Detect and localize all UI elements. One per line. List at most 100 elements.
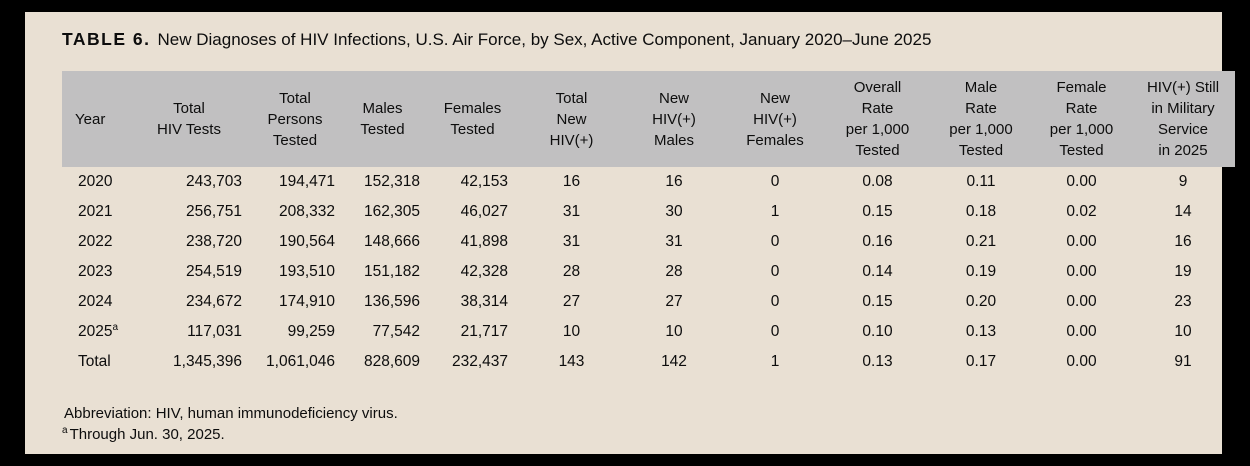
year-cell: 2022 [78,233,113,250]
males-tested-cell: 828,609 [363,353,420,370]
female-rate-cell: 0.00 [1066,173,1097,190]
new-hiv-males-cell: 27 [665,293,683,310]
year-cell: Total [78,353,111,370]
overall-rate-cell: 0.08 [862,173,893,190]
table-row-2025: 2025a 117,031 99,259 77,542 21,717 10 10… [62,317,1235,347]
table-row-2023: 2023 254,519 193,510 151,182 42,328 28 2… [62,257,1235,287]
male-rate-cell: 0.20 [965,293,997,310]
total-persons-tested-cell: 99,259 [287,323,335,340]
new-hiv-males-cell: 16 [665,173,683,190]
female-rate-cell: 0.00 [1066,263,1097,280]
column-header-new-hiv-males: New HIV(+) Males [623,71,725,167]
total-persons-tested-cell: 208,332 [278,203,335,220]
still-in-service-cell: 23 [1174,293,1192,310]
column-header-overall-rate: Overall Rate per 1,000 Tested [825,71,930,167]
overall-rate-cell: 0.13 [862,353,893,370]
table-row-2020: 2020 243,703 194,471 152,318 42,153 16 1… [62,167,1235,197]
total-new-hiv-cell: 143 [558,353,585,370]
males-tested-cell: 77,542 [372,323,420,340]
total-persons-tested-cell: 194,471 [278,173,335,190]
still-in-service-cell: 9 [1178,173,1188,190]
females-tested-cell: 21,717 [460,323,508,340]
hiv-diagnoses-table: Year Total HIV Tests Total Persons Teste… [62,71,1235,377]
footnotes: Abbreviation: HIV, human immunodeficienc… [62,403,398,445]
total-new-hiv-cell: 31 [562,203,581,220]
year-superscript: a [112,321,119,333]
males-tested-cell: 148,666 [363,233,420,250]
females-tested-cell: 46,027 [460,203,508,220]
total-new-hiv-cell: 10 [562,323,581,340]
total-persons-tested-cell: 193,510 [278,263,335,280]
female-rate-cell: 0.00 [1066,293,1097,310]
new-hiv-males-cell: 31 [665,233,683,250]
male-rate-cell: 0.19 [965,263,997,280]
total-hiv-tests-cell: 254,519 [185,263,242,280]
total-hiv-tests-cell: 117,031 [187,323,242,340]
males-tested-cell: 162,305 [363,203,420,220]
total-persons-tested-cell: 1,061,046 [266,353,335,370]
column-header-males-tested: Males Tested [340,71,425,167]
total-hiv-tests-cell: 238,720 [185,233,242,250]
table-row-2022: 2022 238,720 190,564 148,666 41,898 31 3… [62,227,1235,257]
table-header-row: Year Total HIV Tests Total Persons Teste… [62,71,1235,167]
column-header-total-persons-tested: Total Persons Tested [250,71,340,167]
female-rate-cell: 0.02 [1066,203,1097,220]
female-rate-cell: 0.00 [1066,353,1097,370]
column-header-new-hiv-females: New HIV(+) Females [725,71,825,167]
females-tested-cell: 38,314 [460,293,508,310]
male-rate-cell: 0.11 [966,173,996,190]
year-cell: 2023 [78,263,113,280]
table-title: TABLE 6. New Diagnoses of HIV Infections,… [62,29,931,50]
total-persons-tested-cell: 190,564 [278,233,335,250]
overall-rate-cell: 0.15 [862,203,893,220]
still-in-service-cell: 10 [1174,323,1192,340]
column-header-females-tested: Females Tested [425,71,520,167]
females-tested-cell: 42,328 [460,263,508,280]
still-in-service-cell: 16 [1174,233,1192,250]
total-persons-tested-cell: 174,910 [278,293,335,310]
still-in-service-cell: 19 [1174,263,1192,280]
date-range-footnote: a Through Jun. 30, 2025. [62,425,225,444]
year-cell: 2025a [78,321,119,340]
table-row-2024: 2024 234,672 174,910 136,596 38,314 27 2… [62,287,1235,317]
total-hiv-tests-cell: 243,703 [185,173,242,190]
column-header-female-rate: Female Rate per 1,000 Tested [1032,71,1131,167]
males-tested-cell: 136,596 [363,293,420,310]
total-hiv-tests-cell: 1,345,396 [173,353,242,370]
column-header-year: Year [62,71,128,167]
males-tested-cell: 152,318 [363,173,420,190]
total-hiv-tests-cell: 256,751 [185,203,242,220]
abbreviation-footnote: Abbreviation: HIV, human immunodeficienc… [64,405,398,422]
new-hiv-females-cell: 0 [770,263,780,280]
new-hiv-females-cell: 0 [770,293,780,310]
column-header-still-in-service: HIV(+) Still in Military Service in 2025 [1131,71,1235,167]
male-rate-cell: 0.21 [965,233,997,250]
female-rate-cell: 0.00 [1066,323,1097,340]
new-hiv-males-cell: 30 [665,203,683,220]
females-tested-cell: 42,153 [460,173,508,190]
total-hiv-tests-cell: 234,672 [185,293,242,310]
females-tested-cell: 232,437 [451,353,508,370]
column-header-total-hiv-tests: Total HIV Tests [128,71,250,167]
still-in-service-cell: 14 [1174,203,1192,220]
year-cell: 2024 [78,293,113,310]
new-hiv-females-cell: 1 [770,203,780,220]
still-in-service-cell: 91 [1174,353,1192,370]
new-hiv-males-cell: 10 [665,323,683,340]
column-header-male-rate: Male Rate per 1,000 Tested [930,71,1032,167]
overall-rate-cell: 0.15 [862,293,893,310]
males-tested-cell: 151,182 [363,263,420,280]
column-header-total-new-hiv: Total New HIV(+) [520,71,623,167]
overall-rate-cell: 0.16 [862,233,893,250]
male-rate-cell: 0.18 [965,203,997,220]
total-new-hiv-cell: 16 [562,173,581,190]
year-cell: 2020 [78,173,113,190]
new-hiv-females-cell: 0 [770,233,780,250]
new-hiv-males-cell: 142 [661,353,687,370]
new-hiv-females-cell: 0 [770,173,780,190]
table-row-2021: 2021 256,751 208,332 162,305 46,027 31 3… [62,197,1235,227]
table-title-text: New Diagnoses of HIV Infections, U.S. Ai… [157,30,932,49]
year-cell: 2021 [78,203,113,220]
female-rate-cell: 0.00 [1066,233,1097,250]
overall-rate-cell: 0.10 [862,323,893,340]
